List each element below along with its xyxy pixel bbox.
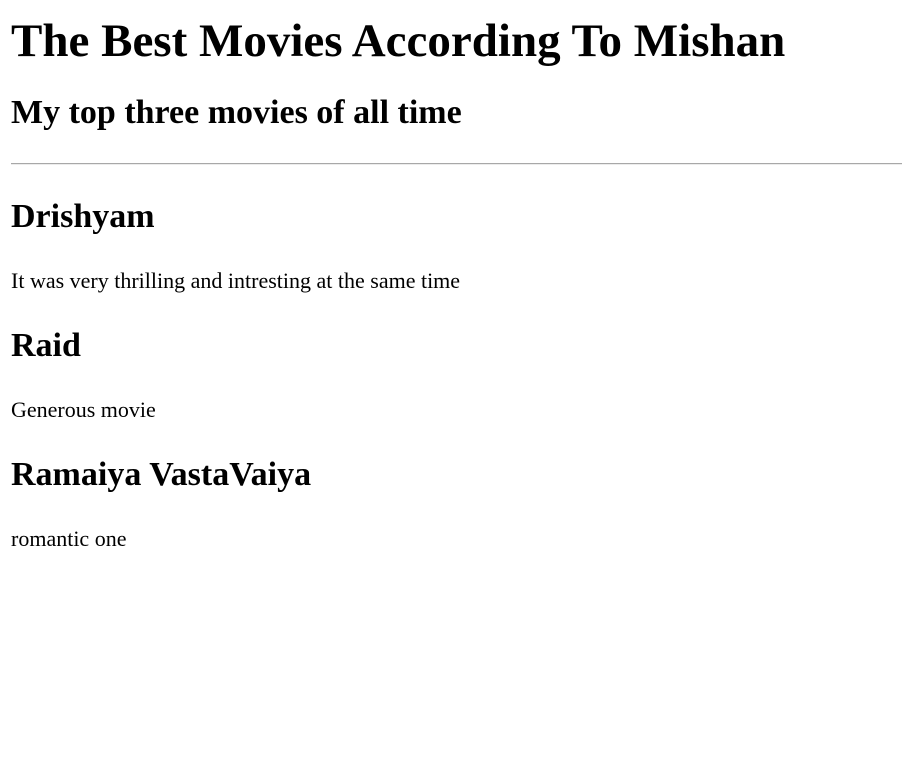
page-title: The Best Movies According To Mishan <box>11 15 786 67</box>
section-divider <box>11 163 902 165</box>
movie-description: Generous movie <box>11 397 156 422</box>
movie-list: Drishyam It was very thrilling and intre… <box>11 197 902 552</box>
movie-title: Raid <box>11 327 81 364</box>
movie-description: It was very thrilling and intresting at … <box>11 268 461 293</box>
movie-item-drishyam: Drishyam It was very thrilling and intre… <box>11 197 902 294</box>
page-subtitle: My top three movies of all time <box>11 94 462 131</box>
movie-title: Ramaiya VastaVaiya <box>11 456 312 493</box>
movie-description: romantic one <box>11 526 127 551</box>
movie-title: Drishyam <box>11 198 155 235</box>
movie-item-ramaiya-vastavaiya: Ramaiya VastaVaiya romantic one <box>11 455 902 552</box>
movie-item-raid: Raid Generous movie <box>11 326 902 423</box>
